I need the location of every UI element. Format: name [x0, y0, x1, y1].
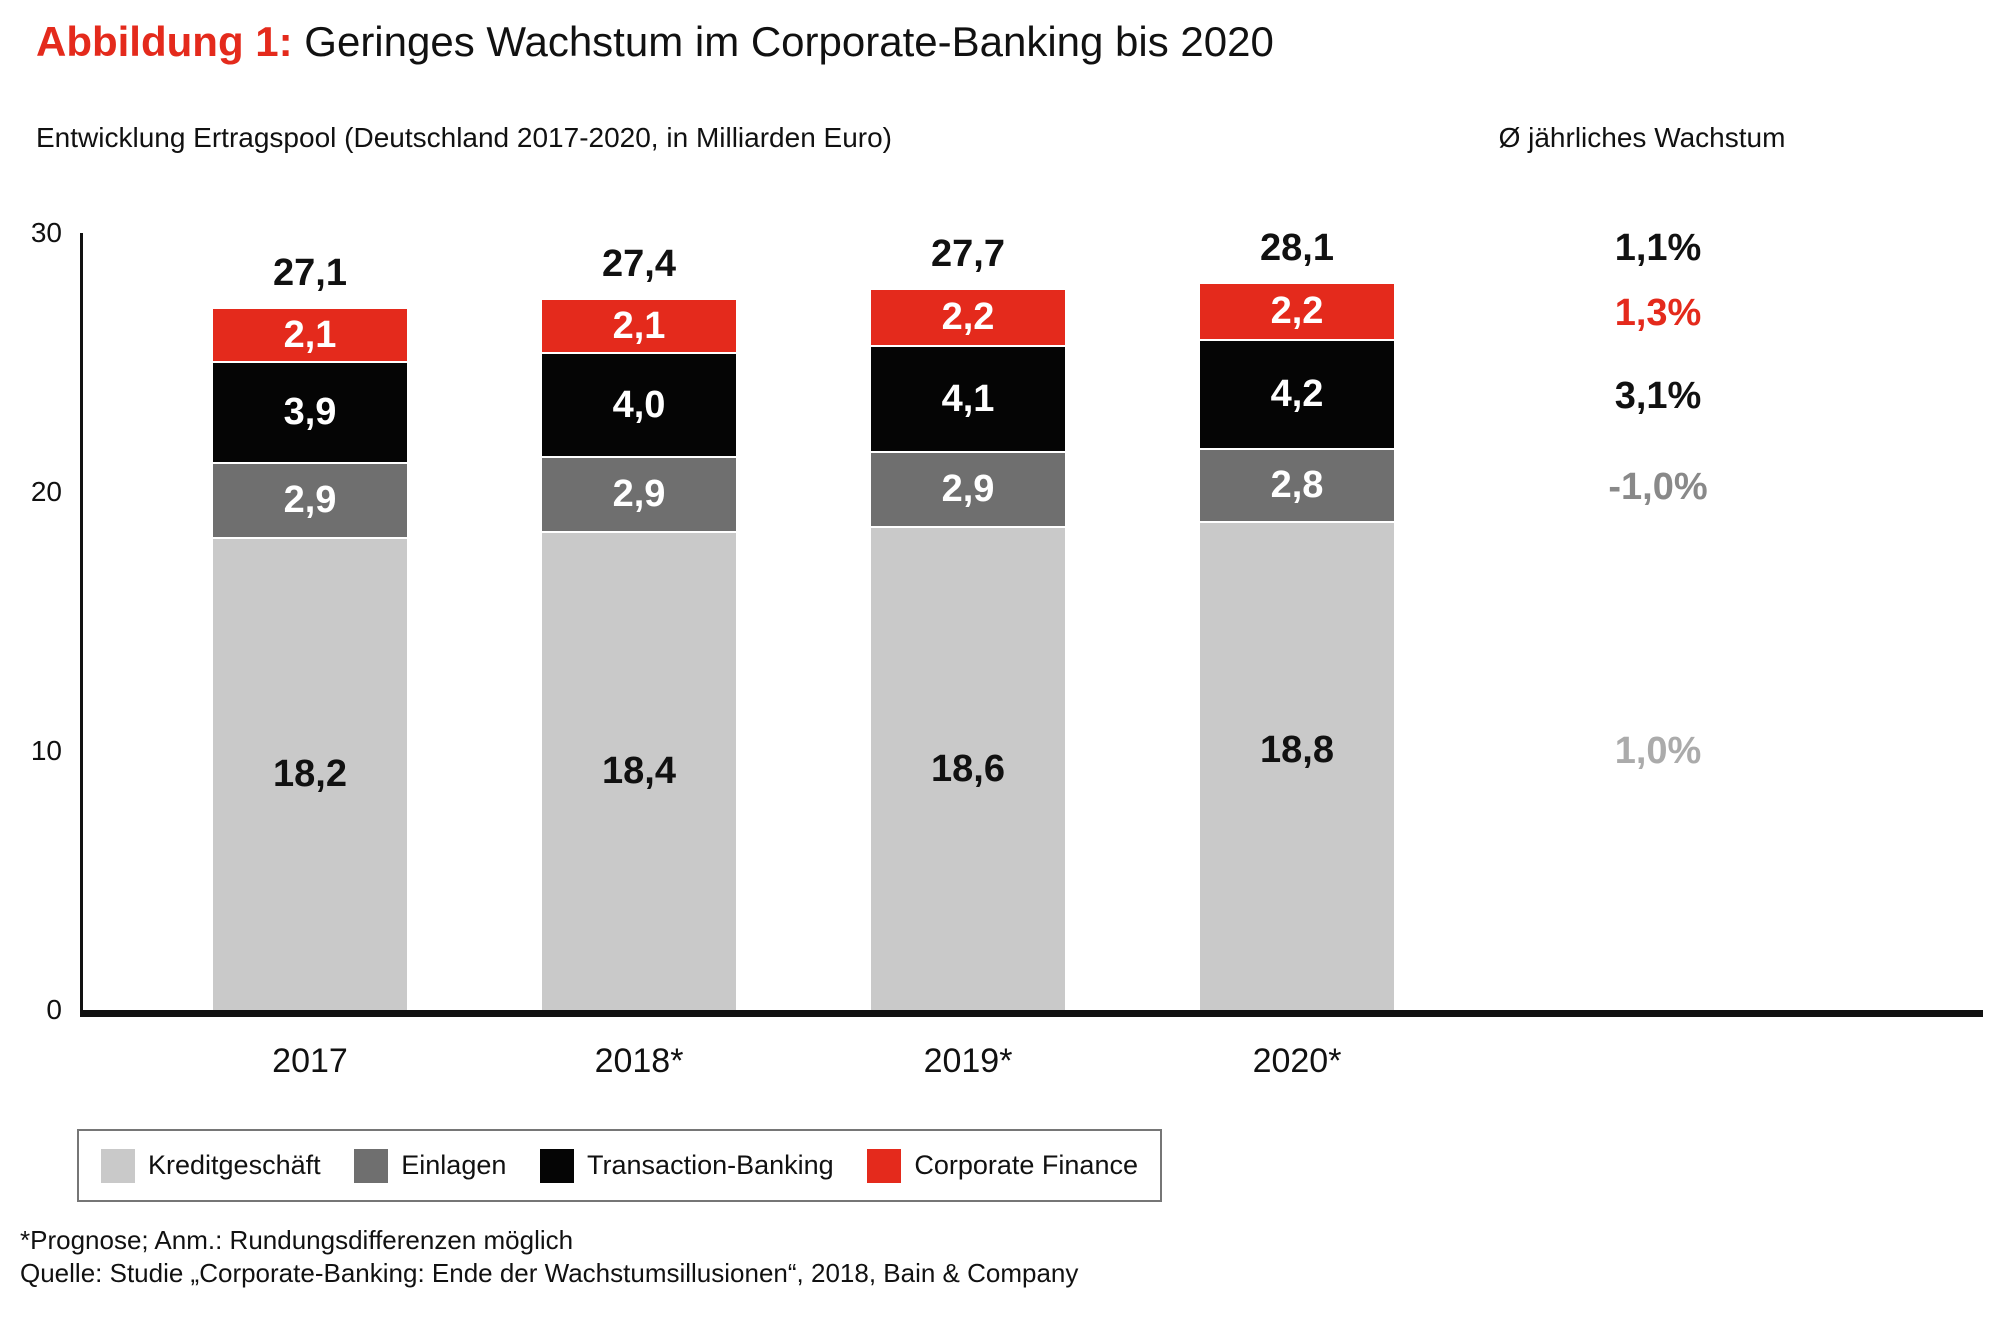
x-category-label: 2020*: [1252, 1042, 1342, 1080]
bar-segment-einlagen: 2,9: [871, 453, 1065, 528]
bar-value-label: 2,9: [612, 473, 666, 515]
corporate-finance-swatch-icon: [867, 1148, 902, 1183]
x-category-label: 2017: [272, 1042, 348, 1080]
growth-value-label: 1,3%: [1614, 291, 1702, 334]
footnote-prognose: *Prognose; Anm.: Rundungsdifferenzen mög…: [20, 1225, 574, 1255]
bar-total-label: 27,7: [931, 233, 1005, 275]
bar-value-label: 4,1: [941, 377, 995, 420]
bar-value-label: 18,4: [602, 750, 676, 792]
legend-label: Corporate Finance: [914, 1150, 1138, 1180]
y-tick-label: 30: [30, 217, 62, 248]
legend-label: Transaction-Banking: [587, 1150, 834, 1180]
y-tick-label: 10: [30, 735, 62, 766]
figure-title-text: Geringes Wachstum im Corporate-Banking b…: [304, 18, 1274, 65]
bar-total-label: 27,1: [273, 252, 347, 294]
einlagen-swatch-icon: [354, 1148, 389, 1183]
bar-segment-corporatefinance: 2,1: [542, 300, 736, 354]
bar-segment-transaction-banking: 3,9: [213, 363, 407, 464]
bar-value-label: 2,9: [283, 479, 337, 521]
transaction-banking-swatch-icon: [540, 1148, 575, 1183]
bar-value-label: 18,8: [1260, 729, 1334, 771]
bar-segment-corporatefinance: 2,2: [1200, 284, 1394, 341]
bar-segment-einlagen: 2,8: [1200, 450, 1394, 523]
bar-segment-kreditgeschft: 18,2: [213, 539, 407, 1010]
bar-value-label: 3,9: [283, 391, 337, 433]
chart-subtitle: Entwicklung Ertragspool (Deutschland 201…: [36, 122, 893, 153]
footnotes: *Prognose; Anm.: Rundungsdifferenzen mög…: [20, 1224, 1078, 1290]
bar-segment-kreditgeschft: 18,6: [871, 528, 1065, 1010]
bar-value-label: 2,2: [1270, 290, 1324, 332]
growth-value-label: 3,1%: [1614, 374, 1702, 417]
legend-item-einlagen: Einlagen: [354, 1148, 507, 1183]
bar-value-label: 18,6: [931, 747, 1005, 790]
bar-segment-kreditgeschft: 18,4: [542, 533, 736, 1010]
legend-item-kreditgeschaeft: Kreditgeschäft: [101, 1148, 321, 1183]
x-axis-line: [80, 1010, 1983, 1017]
bar-segment-transaction-banking: 4,2: [1200, 341, 1394, 450]
bar-value-label: 2,9: [941, 468, 995, 510]
growth-value-label: 1,0%: [1614, 729, 1702, 772]
bar-value-label: 2,1: [283, 313, 337, 356]
bar-segment-einlagen: 2,9: [213, 464, 407, 539]
bar-segment-transaction-banking: 4,0: [542, 354, 736, 458]
bar-segment-kreditgeschft: 18,8: [1200, 523, 1394, 1010]
bar-segment-corporatefinance: 2,1: [213, 309, 407, 363]
growth-value-label: 1,1%: [1614, 227, 1702, 269]
legend-item-corporate-finance: Corporate Finance: [867, 1148, 1138, 1183]
bar-value-label: 4,0: [612, 383, 666, 426]
bar-segment-transaction-banking: 4,1: [871, 347, 1065, 453]
kreditgeschaeft-swatch-icon: [101, 1148, 135, 1183]
x-category-label: 2019*: [923, 1042, 1013, 1080]
x-category-label: 2018*: [594, 1042, 684, 1080]
footnote-source: Quelle: Studie „Corporate-Banking: Ende …: [20, 1258, 1079, 1288]
y-axis-line: [80, 233, 83, 1010]
bar-value-label: 4,2: [1270, 373, 1324, 415]
y-tick-label: 20: [30, 476, 62, 507]
bar-total-label: 27,4: [602, 243, 676, 285]
bar-total-label: 28,1: [1260, 227, 1334, 269]
bar-value-label: 2,2: [941, 296, 995, 338]
figure-title: Abbildung 1: Geringes Wachstum im Corpor…: [36, 16, 1274, 68]
y-tick-label: 0: [46, 994, 62, 1025]
legend: Kreditgeschäft Einlagen Transaction-Bank…: [77, 1129, 1162, 1202]
bar-value-label: 2,1: [612, 304, 666, 347]
bar-segment-corporatefinance: 2,2: [871, 290, 1065, 347]
bar-segment-einlagen: 2,9: [542, 458, 736, 533]
legend-label: Kreditgeschäft: [148, 1150, 321, 1180]
growth-value-label: -1,0%: [1608, 465, 1708, 508]
bar-value-label: 2,8: [1270, 464, 1324, 506]
bar-value-label: 18,2: [273, 753, 347, 795]
legend-label: Einlagen: [401, 1150, 507, 1180]
figure-number-label: Abbildung 1:: [36, 18, 293, 65]
growth-column-header: Ø jährliches Wachstum: [1498, 122, 1786, 153]
legend-item-transaction-banking: Transaction-Banking: [540, 1148, 834, 1183]
